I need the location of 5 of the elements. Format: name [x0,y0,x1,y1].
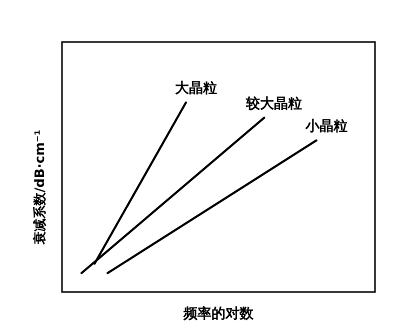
y-axis-title: 衰减系数/dB·cm⁻¹ [32,130,48,246]
series-label: 较大晶粒 [245,96,302,112]
series-label: 大晶粒 [174,80,217,97]
x-axis-title: 频率的对数 [182,305,254,322]
series-label: 小晶粒 [304,118,348,134]
